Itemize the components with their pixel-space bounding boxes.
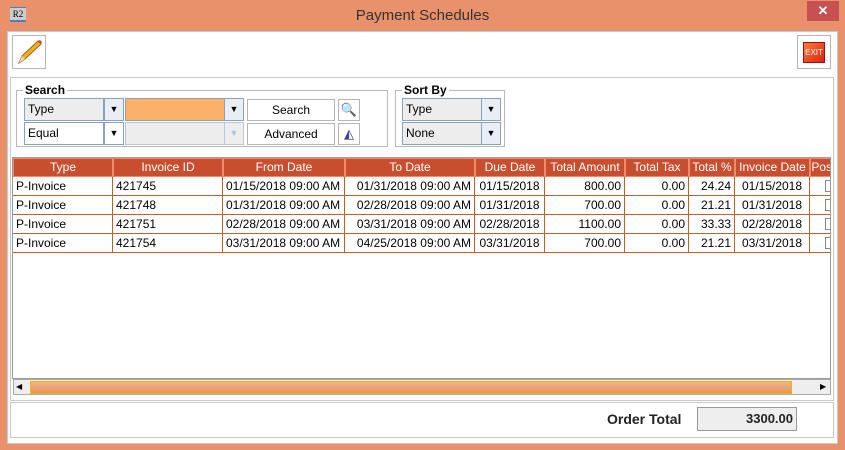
search-button[interactable]: Search bbox=[247, 99, 335, 121]
table-cell: 01/15/2018 09:00 AM bbox=[223, 177, 345, 196]
column-header[interactable]: From Date bbox=[223, 158, 345, 177]
advanced-search-icon[interactable]: ◭ bbox=[338, 123, 360, 145]
table-cell: 700.00 bbox=[545, 196, 625, 215]
pencil-icon bbox=[17, 40, 42, 65]
table-cell: 01/31/2018 bbox=[475, 196, 545, 215]
table-cell: 03/31/2018 09:00 AM bbox=[345, 215, 475, 234]
table-cell: 01/15/2018 bbox=[735, 177, 810, 196]
table-cell: 04/25/2018 09:00 AM bbox=[345, 234, 475, 253]
posted-checkbox[interactable] bbox=[810, 177, 830, 196]
order-total-value: 3300.00 bbox=[697, 407, 797, 431]
exit-icon: EXIT bbox=[803, 42, 825, 63]
checkbox-icon[interactable] bbox=[824, 218, 830, 230]
column-header[interactable]: To Date bbox=[345, 158, 475, 177]
scroll-left-icon[interactable]: ◀ bbox=[16, 382, 23, 391]
sort-primary-select[interactable]: Type bbox=[402, 98, 482, 121]
posted-checkbox[interactable] bbox=[810, 215, 830, 234]
payment-schedule-table: Type Invoice ID From Date To Date Due Date To… bbox=[12, 157, 831, 379]
title-bar: R2 Payment Schedules ✕ bbox=[0, 0, 845, 31]
chevron-down-icon[interactable]: ▼ bbox=[224, 98, 244, 121]
table-cell: 0.00 bbox=[625, 196, 689, 215]
chevron-down-icon[interactable]: ▼ bbox=[481, 98, 501, 121]
sort-legend: Sort By bbox=[404, 83, 447, 97]
column-header[interactable]: Invoice ID bbox=[113, 158, 223, 177]
scroll-right-icon[interactable]: ▶ bbox=[820, 382, 827, 391]
sort-secondary-select[interactable]: None bbox=[402, 122, 482, 145]
posted-checkbox[interactable] bbox=[810, 196, 830, 215]
table-cell: 700.00 bbox=[545, 234, 625, 253]
search-legend: Search bbox=[25, 83, 66, 97]
table-cell: 421751 bbox=[113, 215, 223, 234]
table-cell: 421748 bbox=[113, 196, 223, 215]
window-title: Payment Schedules bbox=[355, 7, 490, 24]
column-header[interactable]: Total Tax bbox=[625, 158, 689, 177]
table-cell: 421745 bbox=[113, 177, 223, 196]
checkbox-icon[interactable] bbox=[824, 180, 830, 192]
main-panel bbox=[10, 77, 834, 401]
table-cell: 21.21 bbox=[689, 196, 735, 215]
table-cell: 33.33 bbox=[689, 215, 735, 234]
table-cell: 24.24 bbox=[689, 177, 735, 196]
posted-checkbox[interactable] bbox=[810, 234, 830, 253]
table-cell: P-Invoice bbox=[13, 177, 113, 196]
column-header[interactable]: Invoice Date bbox=[735, 158, 810, 177]
table-cell: 02/28/2018 09:00 AM bbox=[223, 215, 345, 234]
magnifier-icon[interactable]: 🔍 bbox=[338, 99, 360, 121]
scrollbar-thumb[interactable] bbox=[30, 381, 792, 394]
chevron-down-icon[interactable]: ▼ bbox=[481, 122, 501, 145]
table-cell: P-Invoice bbox=[13, 196, 113, 215]
close-button[interactable]: ✕ bbox=[807, 1, 839, 21]
table-cell: 0.00 bbox=[625, 215, 689, 234]
horizontal-scrollbar[interactable]: ◀ ▶ bbox=[13, 379, 831, 395]
column-header[interactable]: Total % bbox=[689, 158, 735, 177]
table-cell: P-Invoice bbox=[13, 234, 113, 253]
table-cell: 0.00 bbox=[625, 177, 689, 196]
table-cell: 1100.00 bbox=[545, 215, 625, 234]
table-cell: 03/31/2018 bbox=[475, 234, 545, 253]
search-operator-select[interactable]: Equal bbox=[24, 122, 104, 145]
chevron-down-icon: ▼ bbox=[224, 122, 244, 145]
chevron-down-icon[interactable]: ▼ bbox=[104, 122, 124, 145]
table-cell: 421754 bbox=[113, 234, 223, 253]
edit-button[interactable] bbox=[12, 35, 46, 69]
app-icon: R2 bbox=[10, 7, 26, 22]
search-value-select[interactable] bbox=[125, 98, 225, 121]
checkbox-icon[interactable] bbox=[824, 199, 830, 211]
table-cell: 03/31/2018 09:00 AM bbox=[223, 234, 345, 253]
table-cell: 21.21 bbox=[689, 234, 735, 253]
table-cell: 0.00 bbox=[625, 234, 689, 253]
column-header[interactable]: Type bbox=[13, 158, 113, 177]
table-cell: 02/28/2018 bbox=[475, 215, 545, 234]
table-cell: 02/28/2018 bbox=[735, 215, 810, 234]
table-cell: 01/31/2018 bbox=[735, 196, 810, 215]
table-cell: 01/31/2018 09:00 AM bbox=[345, 177, 475, 196]
advanced-button[interactable]: Advanced bbox=[247, 123, 335, 145]
column-header[interactable]: Total Amount bbox=[545, 158, 625, 177]
column-header[interactable]: Posted bbox=[810, 158, 830, 177]
order-total-label: Order Total bbox=[607, 411, 682, 427]
exit-button[interactable]: EXIT bbox=[797, 35, 831, 69]
search-field-select[interactable]: Type bbox=[24, 98, 104, 121]
search-group: Search bbox=[16, 83, 388, 147]
table-cell: 03/31/2018 bbox=[735, 234, 810, 253]
sort-group: Sort By bbox=[395, 83, 505, 147]
table-cell: P-Invoice bbox=[13, 215, 113, 234]
table-cell: 01/15/2018 bbox=[475, 177, 545, 196]
table-cell: 01/31/2018 09:00 AM bbox=[223, 196, 345, 215]
search-value-input bbox=[125, 122, 225, 145]
column-header[interactable]: Due Date bbox=[475, 158, 545, 177]
table-cell: 800.00 bbox=[545, 177, 625, 196]
chevron-down-icon[interactable]: ▼ bbox=[104, 98, 124, 121]
checkbox-icon[interactable] bbox=[824, 237, 830, 249]
table-cell: 02/28/2018 09:00 AM bbox=[345, 196, 475, 215]
footer-panel bbox=[10, 402, 834, 438]
